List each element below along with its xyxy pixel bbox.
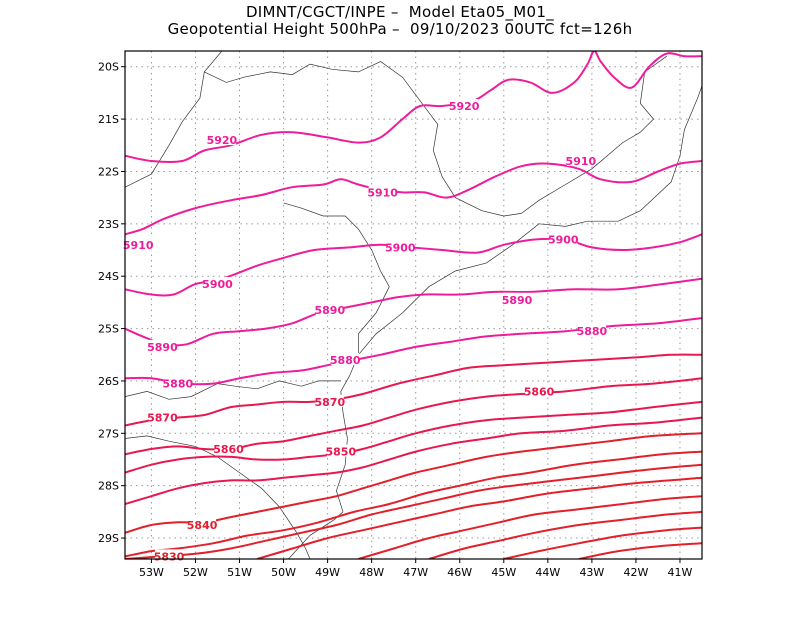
contour-label-5860: 5860 — [524, 385, 555, 398]
contour-label-5900: 5900 — [548, 234, 579, 247]
contour-line-5790 — [503, 526, 702, 559]
contour-line-5870 — [125, 353, 702, 427]
contour-label-5890: 5890 — [315, 304, 346, 317]
tick-label-x: 46W — [447, 566, 472, 579]
contour-label-bg — [163, 376, 192, 389]
contour-line-5910 — [125, 160, 702, 236]
contour-line-5800 — [428, 510, 702, 559]
grid-lines — [125, 51, 702, 559]
state-boundary — [125, 51, 223, 188]
height-contours — [125, 51, 702, 559]
contour-label-5900: 5900 — [385, 241, 416, 254]
contour-label-bg — [214, 442, 243, 455]
tick-label-y: 23S — [98, 218, 119, 231]
contour-label-bg — [148, 410, 177, 423]
map-title: DIMNT/CGCT/INPE – Model Eta05_M01_ Geopo… — [0, 4, 800, 38]
tick-label-y: 25S — [98, 323, 119, 336]
tick-label-x: 42W — [623, 566, 648, 579]
tick-label-x: 50W — [271, 566, 296, 579]
state-boundary — [283, 202, 390, 355]
contour-label-5910: 5910 — [566, 155, 597, 168]
contour-label-5920: 5920 — [207, 134, 238, 147]
title-line-1: DIMNT/CGCT/INPE – Model Eta05_M01_ — [245, 3, 555, 21]
tick-label-x: 41W — [668, 566, 693, 579]
contour-label-bg — [203, 277, 232, 290]
tick-label-x: 44W — [535, 566, 560, 579]
contour-label-5840: 5840 — [187, 519, 218, 532]
tick-label-x: 45W — [491, 566, 516, 579]
contour-label-5890: 5890 — [502, 294, 533, 307]
contour-line-5890 — [125, 277, 702, 347]
contour-label-5870: 5870 — [147, 412, 178, 425]
contour-label-bg — [577, 324, 606, 337]
tick-label-y: 28S — [98, 480, 119, 493]
tick-label-y: 27S — [98, 427, 119, 440]
contour-label-5850: 5850 — [326, 446, 357, 459]
contour-label-bg — [155, 549, 184, 562]
contour-label-5830: 5830 — [154, 550, 185, 563]
plot-frame — [124, 50, 703, 560]
geographic-boundaries — [125, 51, 702, 559]
contour-line-5780 — [578, 542, 702, 559]
contour-label-5880: 5880 — [330, 354, 361, 367]
contour-label-bg — [450, 98, 479, 111]
contour-label-bg — [124, 237, 153, 250]
contour-label-5860: 5860 — [213, 443, 244, 456]
contour-label-bg — [566, 153, 595, 166]
contour-line-5880 — [125, 317, 702, 386]
state-boundary — [125, 380, 341, 400]
contour-label-bg — [503, 292, 532, 305]
tick-label-y: 29S — [98, 532, 119, 545]
contour-line-5920 — [125, 51, 702, 163]
contour-label-bg — [188, 517, 217, 530]
contour-label-bg — [525, 384, 554, 397]
contour-label-bg — [207, 133, 236, 146]
contour-line-5810 — [358, 495, 702, 559]
state-boundary — [204, 61, 522, 217]
tick-label-x: 51W — [227, 566, 252, 579]
tick-label-y: 21S — [98, 113, 119, 126]
contour-labels: 5920 5920 5910 5910 5910 5900 5900 5900 5890 5890… — [123, 98, 608, 563]
contour-label-bg — [549, 232, 578, 245]
tick-label-x: 49W — [315, 566, 340, 579]
title-line-2: Geopotential Height 500hPa – 09/10/2023 … — [167, 20, 633, 38]
contour-label-5870: 5870 — [315, 396, 346, 409]
tick-label-x: 53W — [139, 566, 164, 579]
contour-label-bg — [386, 240, 415, 253]
contour-line-5850 — [125, 400, 702, 474]
tick-label-x: 48W — [359, 566, 384, 579]
contour-line-5850 — [125, 416, 702, 505]
tick-label-y: 24S — [98, 270, 119, 283]
contour-label-5880: 5880 — [163, 378, 194, 391]
contour-label-bg — [368, 185, 397, 198]
contour-line-5830 — [125, 463, 702, 559]
contour-label-5890: 5890 — [147, 341, 178, 354]
tick-label-y: 20S — [98, 61, 119, 74]
contour-line-5840 — [125, 450, 702, 558]
tick-label-x: 47W — [403, 566, 428, 579]
tick-label-x: 52W — [183, 566, 208, 579]
state-boundary — [125, 435, 311, 559]
state-boundary — [521, 55, 668, 214]
contour-line-5860 — [125, 377, 702, 456]
coastline — [336, 84, 702, 513]
contour-label-5900: 5900 — [202, 278, 233, 291]
contour-label-5910: 5910 — [367, 186, 398, 199]
contour-line-5820 — [256, 476, 702, 559]
contour-label-5920: 5920 — [449, 100, 480, 113]
contour-label-bg — [326, 444, 355, 457]
contour-label-bg — [315, 303, 344, 316]
contour-label-bg — [148, 339, 177, 352]
axis-ticks: 53W 52W 51W 50W 49W 48W 47W 46W 45W 44W 43W 42W 41W 2… — [98, 61, 693, 579]
contour-label-bg — [331, 352, 360, 365]
contour-label-bg — [315, 394, 344, 407]
contour-label-5880: 5880 — [577, 325, 608, 338]
tick-label-y: 26S — [98, 375, 119, 388]
tick-label-x: 43W — [579, 566, 604, 579]
tick-label-y: 22S — [98, 165, 119, 178]
contour-label-5910: 5910 — [123, 239, 154, 252]
